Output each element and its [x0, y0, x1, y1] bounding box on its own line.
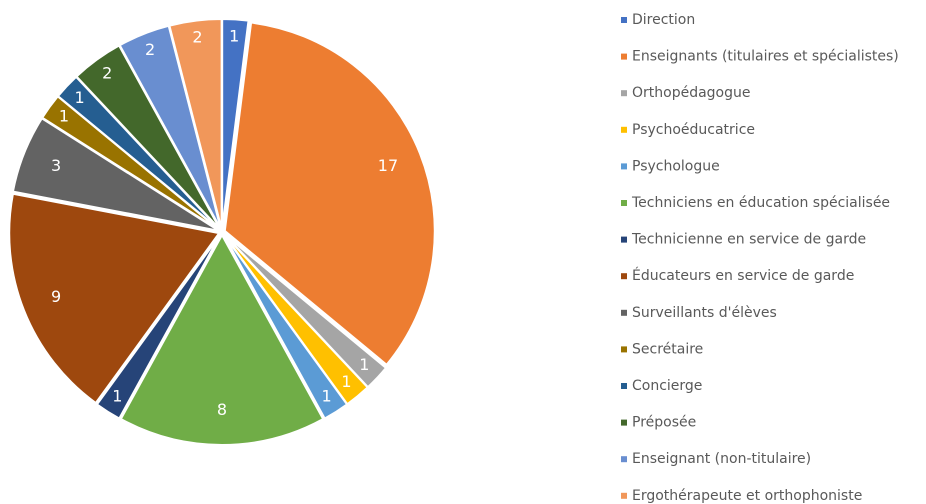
legend-label: Enseignant (non-titulaire)	[632, 451, 811, 467]
legend-swatch	[621, 383, 627, 389]
legend-swatch	[621, 163, 627, 170]
legend-swatch	[621, 236, 627, 243]
legend-swatch	[621, 90, 627, 97]
legend-label: Concierge	[632, 378, 702, 394]
pie-slice	[223, 21, 436, 367]
data-label: 9	[51, 287, 61, 306]
pie-slice	[222, 233, 349, 420]
legend-swatch	[621, 456, 627, 463]
data-label: 2	[102, 63, 112, 82]
data-label: 8	[217, 400, 227, 419]
legend-swatch	[621, 200, 627, 206]
data-label: 1	[75, 88, 85, 107]
pie-slice	[168, 18, 223, 230]
data-label: 2	[145, 40, 155, 59]
data-label: 1	[359, 355, 369, 374]
data-label: 1	[322, 386, 332, 405]
legend-swatch	[621, 273, 627, 280]
legend-label: Ergothérapeute et orthophoniste	[632, 488, 862, 504]
legend-swatch	[621, 309, 627, 316]
legend-label: Enseignants (titulaires et spécialistes)	[632, 49, 899, 65]
legend-label: Orthopédagogue	[632, 85, 751, 101]
data-label: 1	[341, 372, 351, 391]
legend-label: Psychoéducatrice	[632, 122, 755, 138]
pie-slice	[95, 233, 222, 420]
data-label: 1	[112, 386, 122, 405]
pie-slice	[119, 232, 325, 446]
data-label: 1	[229, 27, 239, 46]
legend-swatch	[621, 419, 627, 426]
legend-label: Éducateurs en service de garde	[632, 267, 854, 284]
legend-label: Direction	[632, 12, 695, 28]
pie-slice	[8, 192, 221, 405]
legend-swatch	[621, 346, 627, 353]
data-label: 2	[192, 28, 202, 47]
data-label: 1	[59, 107, 69, 126]
data-label: 3	[51, 156, 61, 175]
legend-label: Techniciens en éducation spécialisée	[631, 195, 890, 211]
legend-label: Technicienne en service de garde	[631, 232, 866, 248]
legend-swatch	[621, 17, 627, 23]
data-label: 17	[378, 156, 398, 175]
legend-label: Psychologue	[632, 158, 720, 174]
legend-label: Secrétaire	[632, 341, 703, 357]
legend-label: Surveillants d'élèves	[632, 305, 777, 321]
legend-swatch	[621, 126, 627, 133]
legend-swatch	[621, 492, 627, 499]
legend-label: Préposée	[632, 415, 696, 431]
legend-swatch	[621, 53, 627, 60]
